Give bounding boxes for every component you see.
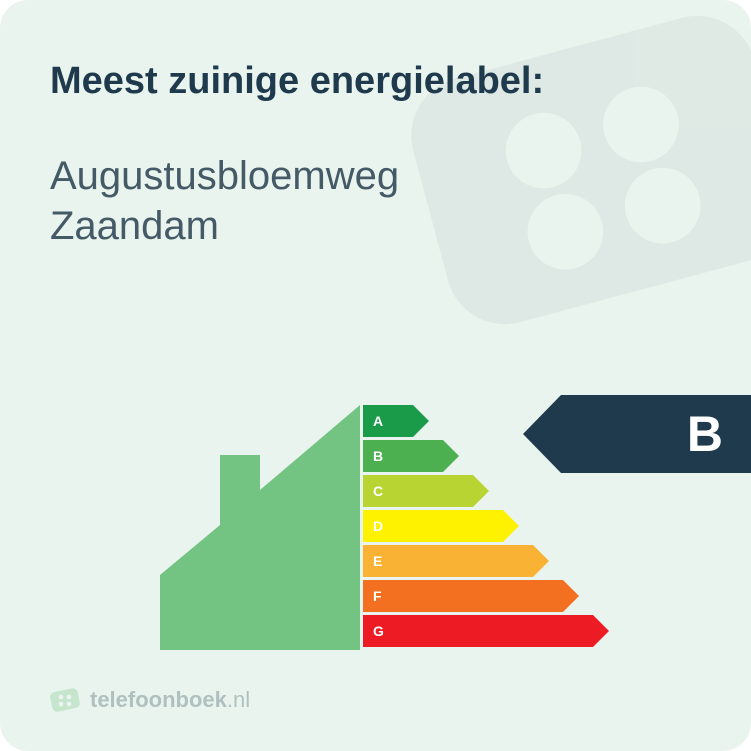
bar-arrow-icon [473, 475, 489, 507]
bar-arrow-icon [413, 405, 429, 437]
energy-bar-d: D [363, 510, 503, 542]
bar-arrow-icon [593, 615, 609, 647]
brand-tld: .nl [227, 687, 250, 712]
house-icon [160, 395, 360, 655]
bar-arrow-icon [563, 580, 579, 612]
energy-bar-row: G [363, 615, 593, 647]
rating-indicator: B [561, 395, 751, 473]
energy-label-card: Meest zuinige energielabel: Augustusbloe… [0, 0, 751, 751]
energy-bar-row: F [363, 580, 593, 612]
rating-letter: B [687, 405, 723, 463]
energy-bar-e: E [363, 545, 533, 577]
bar-arrow-icon [443, 440, 459, 472]
bar-arrow-icon [503, 510, 519, 542]
energy-bar-c: C [363, 475, 473, 507]
watermark-icon [344, 0, 751, 427]
energy-bar-row: C [363, 475, 593, 507]
footer-brand: telefoonboek.nl [50, 685, 250, 715]
brand-name: telefoonboek [90, 687, 227, 712]
energy-bar-a: A [363, 405, 413, 437]
energy-bar-row: E [363, 545, 593, 577]
energy-bar-b: B [363, 440, 443, 472]
energy-bar-f: F [363, 580, 563, 612]
bar-arrow-icon [533, 545, 549, 577]
energy-bar-row: D [363, 510, 593, 542]
brand-icon [50, 685, 80, 715]
brand-text: telefoonboek.nl [90, 687, 250, 713]
energy-bar-g: G [363, 615, 593, 647]
location-street: Augustusbloemweg [50, 154, 399, 198]
location-city: Zaandam [50, 204, 219, 248]
